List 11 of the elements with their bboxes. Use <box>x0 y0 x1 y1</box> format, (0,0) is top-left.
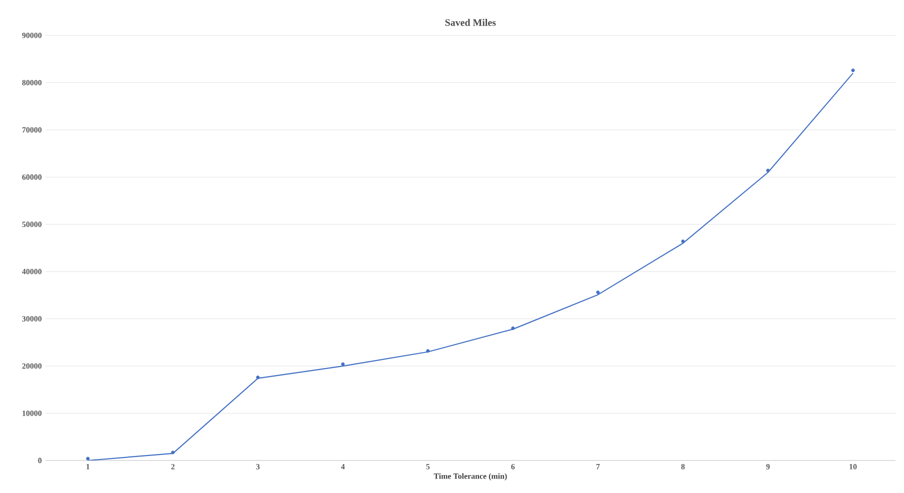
chart-title: Saved Miles <box>445 18 496 26</box>
point <box>171 450 175 454</box>
point <box>766 168 770 172</box>
point <box>86 456 90 460</box>
point <box>596 290 600 294</box>
point <box>511 326 515 330</box>
point <box>681 240 685 244</box>
point <box>851 68 855 72</box>
point <box>426 349 430 353</box>
point <box>256 376 260 380</box>
point <box>341 362 345 366</box>
